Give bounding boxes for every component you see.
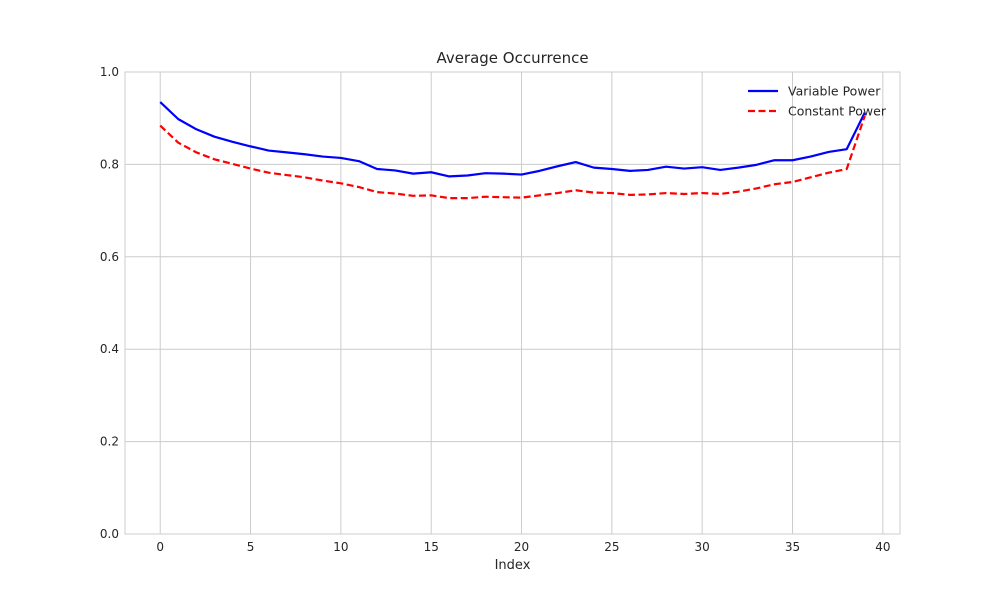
x-tick-label: 35: [785, 540, 800, 554]
x-tick-label: 30: [695, 540, 710, 554]
y-tick-label: 0.6: [100, 250, 119, 264]
grid-layer: [125, 71, 900, 535]
legend: Variable Power Constant Power: [748, 84, 887, 119]
chart-title: Average Occurrence: [436, 49, 588, 67]
x-tick-label: 5: [247, 540, 255, 554]
series-line-variable-power: [159, 101, 866, 178]
y-tick-label: 0.8: [100, 157, 119, 171]
legend-label: Variable Power: [788, 84, 881, 99]
plot-frame: [124, 71, 901, 535]
series-layer: [159, 101, 866, 200]
x-tick-label: 10: [333, 540, 348, 554]
x-tick-label: 25: [604, 540, 619, 554]
x-tick-label: 15: [424, 540, 439, 554]
x-tick-label: 0: [156, 540, 164, 554]
tick-labels: 0 5 10 15 20 25 30 35 40 0.0 0.2 0.4 0.6 0.8 1.0: [100, 65, 891, 554]
y-tick-label: 1.0: [100, 65, 119, 79]
x-tick-label: 40: [875, 540, 890, 554]
y-tick-label: 0.0: [100, 527, 119, 541]
x-axis-title: Index: [495, 558, 531, 573]
series-line-constant-power: [159, 115, 866, 200]
x-tick-label: 20: [514, 540, 529, 554]
y-tick-label: 0.2: [100, 435, 119, 449]
y-tick-label: 0.4: [100, 342, 119, 356]
legend-label: Constant Power: [788, 104, 887, 119]
